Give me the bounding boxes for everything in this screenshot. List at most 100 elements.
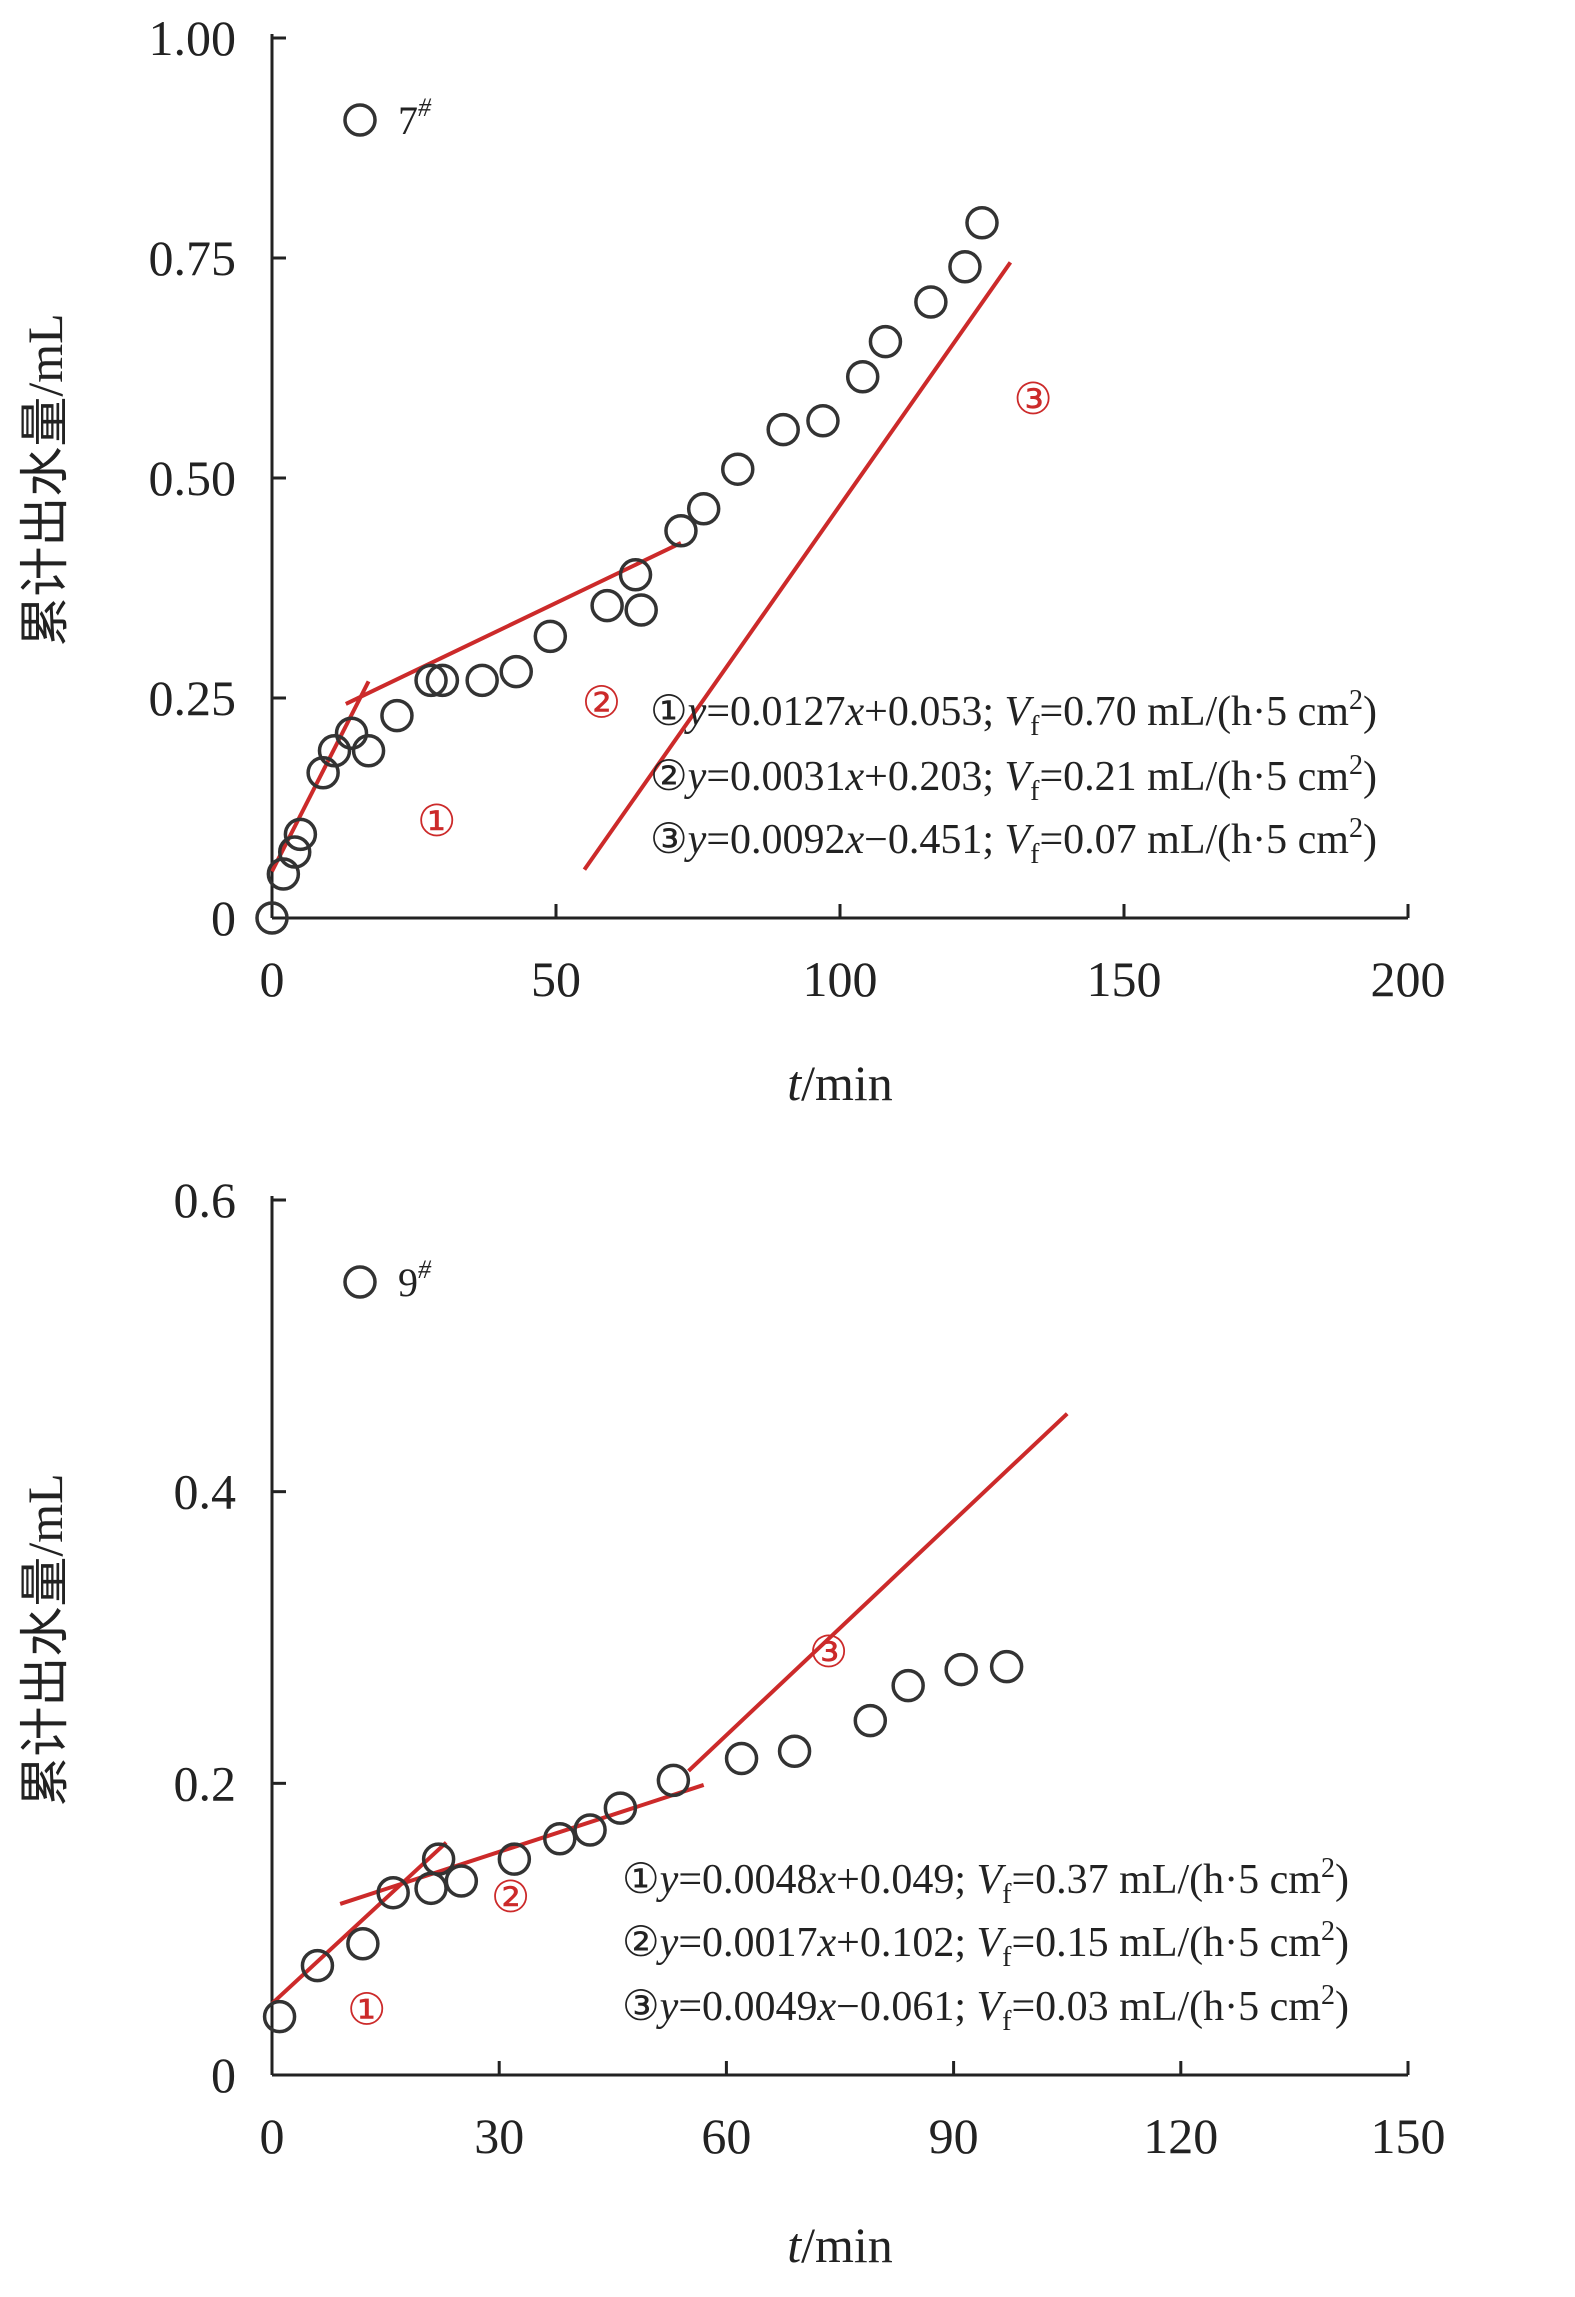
- equation-intercept: +0.049;: [836, 1857, 976, 1903]
- equation-x: x: [845, 754, 865, 800]
- equation-value: =0.15 mL/(h·5 cm: [1012, 1920, 1322, 1966]
- data-point: [499, 654, 533, 689]
- equation-slope: =0.0127: [706, 689, 845, 735]
- y-tick-label: 0.75: [149, 230, 237, 286]
- equation-1: ①y=0.0127x+0.053; Vf=0.70 mL/(h·5 cm2): [650, 685, 1377, 742]
- data-point: [414, 1871, 448, 1906]
- segment-label-2: ②: [582, 678, 621, 727]
- data-point: [944, 1652, 978, 1687]
- equation-value: =0.03 mL/(h·5 cm: [1012, 1984, 1322, 2030]
- equation-x: x: [817, 1984, 837, 2030]
- equation-slope: =0.0049: [678, 1984, 817, 2030]
- data-point: [421, 1842, 456, 1876]
- equation-intercept: +0.203;: [864, 754, 1004, 800]
- equation-2: ②y=0.0031x+0.203; Vf=0.21 mL/(h·5 cm2): [650, 750, 1377, 807]
- equation-sup: 2: [1349, 813, 1363, 844]
- equation-sup: 2: [1321, 1980, 1335, 2011]
- equation-mark: ③: [622, 1984, 660, 2030]
- data-point: [255, 901, 289, 935]
- data-point: [533, 619, 568, 654]
- equation-3: ③y=0.0049x−0.061; Vf=0.03 mL/(h·5 cm2): [622, 1980, 1349, 2037]
- x-tick-label: 150: [1371, 2108, 1446, 2164]
- chart-panel-2: 0 0.2 0.4 0.6 0 30 60 90 120 150 t/min 累计出水量/mL ① ② ③ 9…: [17, 1172, 1446, 2273]
- equation-mark: ②: [622, 1920, 660, 1966]
- equation-intercept: −0.061;: [836, 1984, 976, 2030]
- x-axis-title-var: t: [787, 1055, 802, 1111]
- equation-close: ): [1335, 1857, 1349, 1903]
- x-axis-title: t/min: [787, 1055, 893, 1111]
- sample-label: 7#: [398, 93, 432, 143]
- data-point: [624, 593, 658, 627]
- equation-y: y: [656, 1920, 679, 1966]
- data-point: [948, 250, 982, 284]
- equation-v: V: [1005, 689, 1035, 735]
- y-tick-label: 0: [211, 890, 236, 946]
- data-point: [965, 206, 999, 240]
- equation-y: y: [656, 1984, 679, 2030]
- segment-label-3: ③: [809, 1628, 848, 1677]
- equation-mark: ①: [622, 1857, 660, 1903]
- data-point: [300, 1948, 335, 1983]
- equation-v: V: [1005, 754, 1035, 800]
- equation-1: ①y=0.0048x+0.049; Vf=0.37 mL/(h·5 cm2): [622, 1853, 1349, 1910]
- x-tick-label: 200: [1371, 951, 1446, 1007]
- x-axis-title: t/min: [787, 2217, 893, 2273]
- x-axis-title-unit: /min: [801, 1055, 893, 1111]
- x-tick-label: 0: [260, 2108, 285, 2164]
- data-point: [603, 1791, 638, 1825]
- y-tick-label: 0.6: [174, 1172, 237, 1228]
- fit-line-3: [582, 261, 1013, 871]
- data-point: [656, 1763, 691, 1798]
- equation-close: ): [1335, 1984, 1349, 2030]
- equation-sup: 2: [1321, 1853, 1335, 1884]
- segment-label-1: ①: [417, 797, 456, 846]
- equation-value: =0.07 mL/(h·5 cm: [1040, 817, 1350, 863]
- y-axis-title: 累计出水量/mL: [17, 313, 73, 646]
- equation-close: ): [1363, 754, 1377, 800]
- equation-value: =0.37 mL/(h·5 cm: [1012, 1857, 1322, 1903]
- equation-y: y: [684, 689, 707, 735]
- sample-number: 7: [398, 98, 418, 143]
- data-point: [777, 1734, 812, 1768]
- equation-y: y: [684, 754, 707, 800]
- fit-line-2: [344, 541, 682, 706]
- data-point: [380, 698, 414, 733]
- data-point: [334, 716, 369, 750]
- data-point: [989, 1649, 1024, 1684]
- equation-sup: 2: [1321, 1916, 1335, 1947]
- equation-sup: 2: [1349, 685, 1363, 716]
- data-point: [853, 1703, 888, 1738]
- equation-intercept: −0.451;: [864, 817, 1004, 863]
- x-tick-label: 0: [260, 951, 285, 1007]
- sample-label: 9#: [398, 1255, 432, 1305]
- equation-value: =0.70 mL/(h·5 cm: [1040, 689, 1350, 735]
- data-point: [465, 663, 499, 698]
- equation-slope: =0.0048: [678, 1857, 817, 1903]
- x-tick-label: 120: [1143, 2108, 1218, 2164]
- equation-x: x: [845, 689, 865, 735]
- equation-y: y: [656, 1857, 679, 1903]
- equation-sub: f: [1002, 2006, 1012, 2037]
- equation-intercept: +0.102;: [836, 1920, 976, 1966]
- equation-close: ): [1335, 1920, 1349, 1966]
- equation-sub: f: [1030, 711, 1040, 742]
- data-point: [724, 1741, 759, 1776]
- x-tick-label: 100: [803, 951, 878, 1007]
- data-point: [686, 492, 721, 526]
- segment-label-3: ③: [1013, 375, 1052, 424]
- equation-v: V: [1005, 817, 1035, 863]
- equation-sub: f: [1002, 1879, 1012, 1910]
- x-tick-label: 90: [929, 2108, 979, 2164]
- x-tick-label: 50: [531, 951, 581, 1007]
- data-point: [891, 1668, 925, 1703]
- y-tick-label: 1.00: [149, 10, 237, 66]
- equation-sub: f: [1030, 839, 1040, 870]
- data-point: [806, 404, 840, 438]
- data-point: [868, 324, 903, 359]
- equation-value: =0.21 mL/(h·5 cm: [1040, 754, 1350, 800]
- y-tick-label: 0.25: [149, 670, 237, 726]
- equation-x: x: [845, 817, 865, 863]
- data-point: [376, 1875, 410, 1910]
- equation-sup: 2: [1349, 750, 1363, 781]
- x-axis-title-var: t: [787, 2217, 802, 2273]
